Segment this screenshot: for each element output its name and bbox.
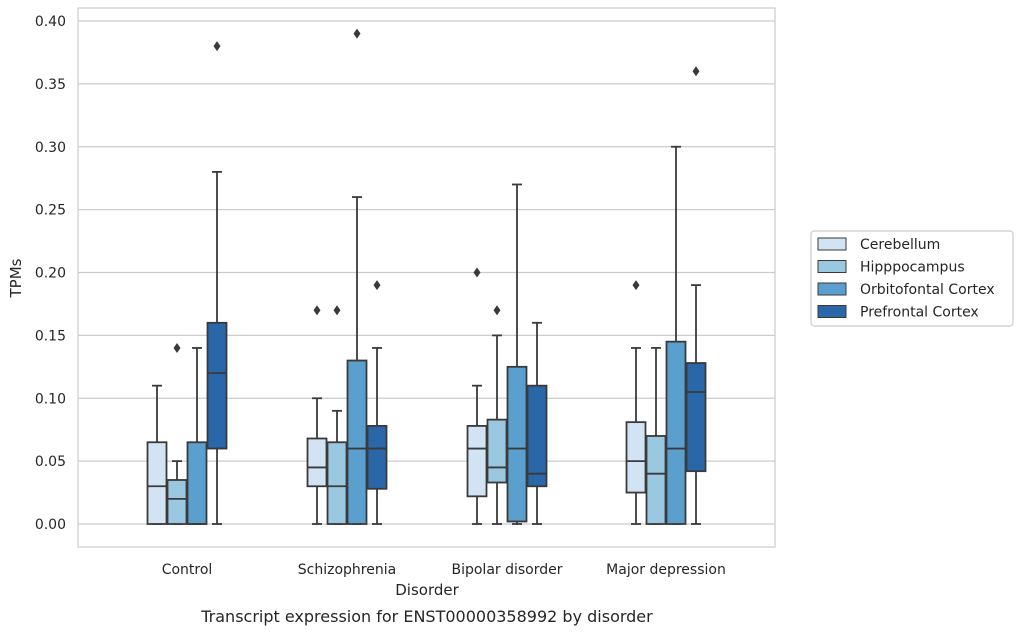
box-plot bbox=[306, 305, 328, 525]
outlier-marker bbox=[313, 305, 321, 316]
y-tick-label: 0.25 bbox=[35, 203, 66, 219]
y-tick-label: 0.35 bbox=[35, 77, 66, 93]
outlier-marker bbox=[692, 66, 700, 77]
outlier-marker bbox=[493, 305, 501, 316]
iqr-box bbox=[526, 384, 548, 488]
y-axis-label: TPMs bbox=[7, 258, 25, 298]
box-plot bbox=[186, 347, 208, 525]
outlier-marker bbox=[213, 41, 221, 52]
iqr-box bbox=[685, 362, 707, 473]
iqr-box bbox=[146, 441, 168, 525]
series-orbitofontal-cortex bbox=[186, 28, 687, 525]
y-tick-label: 0.40 bbox=[35, 14, 66, 30]
iqr-box bbox=[645, 435, 667, 525]
iqr-box bbox=[346, 359, 368, 525]
y-axis-ticks: 0.00 0.05 0.10 0.15 0.20 0.25 0.30 0.35 0.40 bbox=[35, 14, 66, 533]
x-tick-label: Schizophrenia bbox=[298, 562, 396, 578]
box-plot bbox=[166, 342, 188, 525]
x-axis-ticks: Control Schizophrenia Bipolar disorder Majo… bbox=[162, 562, 726, 578]
outlier-marker bbox=[373, 280, 381, 291]
y-tick-label: 0.00 bbox=[35, 517, 66, 533]
iqr-box bbox=[665, 340, 687, 525]
x-tick-label: Control bbox=[162, 562, 213, 578]
series-hipppocampus bbox=[166, 305, 667, 525]
box-plot bbox=[146, 384, 168, 525]
y-tick-label: 0.30 bbox=[35, 140, 66, 156]
box-plot bbox=[466, 267, 488, 525]
series-prefrontal-cortex bbox=[206, 41, 707, 525]
outlier-marker bbox=[353, 28, 361, 39]
legend-swatch bbox=[817, 305, 847, 318]
legend-label: Hipppocampus bbox=[860, 260, 965, 276]
y-tick-label: 0.20 bbox=[35, 266, 66, 282]
iqr-box bbox=[166, 479, 188, 525]
legend-label: Orbitofontal Cortex bbox=[860, 282, 995, 298]
y-tick-label: 0.15 bbox=[35, 328, 66, 344]
y-tick-label: 0.10 bbox=[35, 391, 66, 407]
box-plot bbox=[665, 145, 687, 525]
box-plot bbox=[625, 280, 647, 525]
legend: Cerebellum Hipppocampus Orbitofontal Corte… bbox=[810, 230, 1014, 327]
outlier-marker bbox=[333, 305, 341, 316]
box-plot bbox=[506, 183, 528, 525]
iqr-box bbox=[326, 441, 348, 525]
y-tick-label: 0.05 bbox=[35, 454, 66, 470]
legend-swatch bbox=[817, 282, 847, 296]
chart-caption: Transcript expression for ENST0000035899… bbox=[200, 607, 653, 626]
iqr-box bbox=[625, 421, 647, 494]
iqr-box bbox=[306, 437, 328, 488]
x-tick-label: Major depression bbox=[606, 562, 726, 578]
iqr-box bbox=[206, 321, 228, 450]
iqr-box bbox=[186, 441, 208, 525]
legend-swatch bbox=[817, 237, 847, 251]
outlier-marker bbox=[632, 280, 640, 291]
iqr-box bbox=[366, 425, 388, 490]
legend-frame bbox=[810, 230, 1014, 327]
legend-swatch bbox=[817, 260, 847, 273]
box-plot bbox=[486, 305, 508, 525]
x-tick-label: Bipolar disorder bbox=[451, 562, 562, 578]
box-plot bbox=[346, 28, 368, 525]
series-cerebellum bbox=[146, 267, 647, 525]
legend-label: Cerebellum bbox=[860, 237, 940, 253]
box-plot bbox=[526, 321, 548, 525]
box-plot bbox=[206, 41, 228, 525]
box-series bbox=[146, 28, 707, 525]
x-axis-label: Disorder bbox=[395, 581, 459, 599]
iqr-box bbox=[466, 425, 488, 498]
box-plot bbox=[366, 280, 388, 525]
outlier-marker bbox=[173, 342, 181, 353]
outlier-marker bbox=[473, 267, 481, 278]
box-plot bbox=[326, 305, 348, 525]
box-plot bbox=[685, 66, 707, 525]
legend-label: Prefrontal Cortex bbox=[860, 305, 979, 321]
box-plot bbox=[645, 347, 667, 525]
iqr-box bbox=[506, 365, 528, 523]
iqr-box bbox=[486, 418, 508, 484]
